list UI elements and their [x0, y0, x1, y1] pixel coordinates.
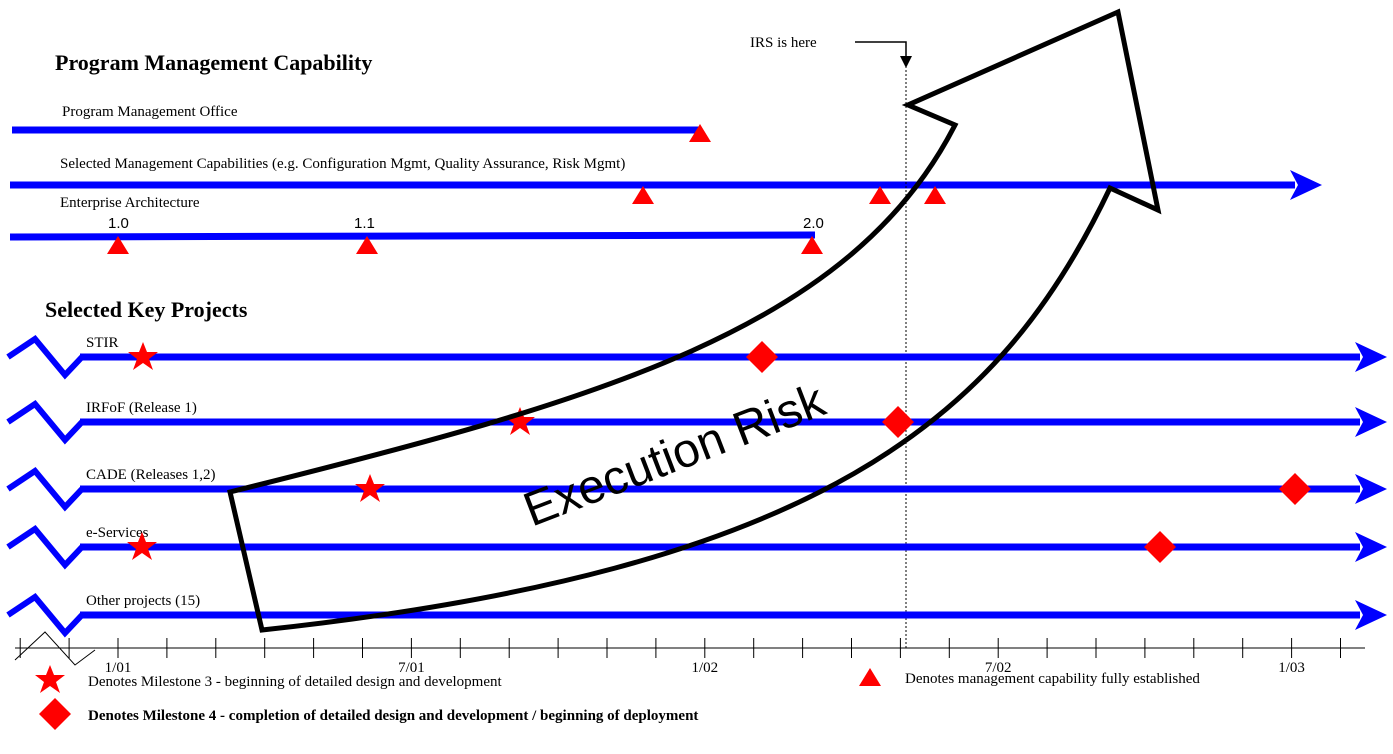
project-label: IRFoF (Release 1): [86, 400, 197, 416]
triangle: [632, 186, 654, 204]
irs-label: IRS is here: [750, 35, 817, 51]
break-zigzag: [6, 400, 85, 445]
time-label: 7/01: [398, 660, 425, 676]
diagram-body: Program Management Capability Selected K…: [6, 8, 1387, 730]
section-title: Program Management Capability: [55, 50, 372, 75]
time-label: 1/01: [105, 660, 132, 676]
project-label: STIR: [86, 335, 119, 351]
time-label: 1/02: [691, 660, 718, 676]
capability-label: Program Management Office: [62, 104, 238, 120]
break-zigzag: [6, 525, 85, 570]
legend-text: Denotes management capability fully esta…: [905, 671, 1200, 687]
legend-triangle: [859, 668, 881, 686]
risk-arrow: [227, 8, 1162, 633]
legend-star: [35, 665, 65, 693]
project-label: Other projects (15): [86, 593, 200, 609]
axis-break: [14, 631, 96, 666]
triangle: [924, 186, 946, 204]
diamond: [746, 341, 778, 373]
version-label: 1.0: [108, 215, 129, 232]
triangle: [869, 186, 891, 204]
legend-text: Denotes Milestone 4 - completion of deta…: [88, 708, 698, 724]
arrowhead: [1355, 407, 1387, 437]
project-label: e-Services: [86, 525, 149, 541]
arrowhead: [1290, 170, 1322, 200]
capability-label: Enterprise Architecture: [60, 195, 200, 211]
legend-diamond: [39, 698, 71, 730]
arrowhead: [1355, 342, 1387, 372]
time-label: 7/02: [985, 660, 1012, 676]
section-title: Selected Key Projects: [45, 297, 248, 322]
irs-pointer: [900, 56, 912, 68]
version-label: 1.1: [354, 215, 375, 232]
arrowhead: [1355, 474, 1387, 504]
arrowhead: [1355, 532, 1387, 562]
diamond: [882, 406, 914, 438]
irs-pointer: [855, 41, 907, 58]
version-label: 2.0: [803, 215, 824, 232]
legend-text: Denotes Milestone 3 - beginning of detai…: [88, 674, 502, 690]
break-zigzag: [6, 335, 85, 380]
time-label: 1/03: [1278, 660, 1305, 676]
capability-bar: [9, 231, 816, 241]
break-zigzag: [6, 593, 85, 638]
arrowhead: [1355, 600, 1387, 630]
capability-label: Selected Management Capabilities (e.g. C…: [60, 156, 625, 172]
triangle: [801, 236, 823, 254]
diamond: [1144, 531, 1176, 563]
break-zigzag: [6, 467, 85, 512]
project-label: CADE (Releases 1,2): [86, 467, 216, 483]
diamond: [1279, 473, 1311, 505]
